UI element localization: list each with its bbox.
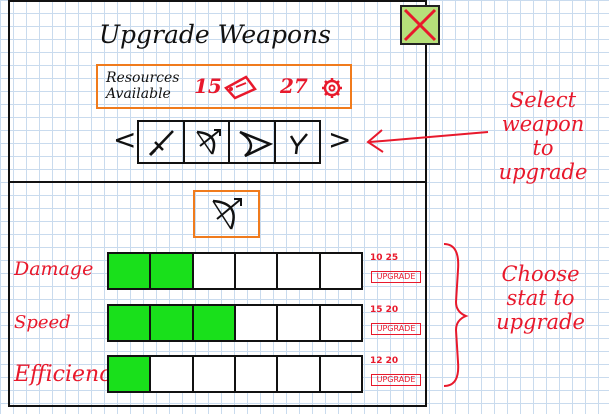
page-title: Upgrade Weapons [98, 20, 332, 49]
stat-cell [235, 254, 279, 288]
stat-bar-efficiency [107, 355, 363, 393]
upgrade-cost-speed: 15 20 [370, 305, 399, 315]
upgrade-button-efficiency[interactable]: UPGRADE [371, 374, 421, 386]
boomerang-icon [239, 130, 273, 158]
section-divider [8, 181, 427, 183]
stat-cell [235, 357, 279, 391]
stat-cell [278, 357, 321, 391]
weapon-slot-slingshot[interactable] [276, 122, 320, 162]
resources-label-line1: Resources [106, 70, 180, 86]
upgrade-button-speed[interactable]: UPGRADE [371, 323, 421, 335]
stat-label-efficiency: Efficiency [14, 362, 124, 387]
stat-cell [320, 254, 361, 288]
annotation-line: stat to [506, 286, 575, 310]
stat-cell [151, 254, 194, 288]
gear-icon [322, 78, 342, 98]
weapon-slot-bow[interactable] [185, 122, 230, 162]
stat-cell [320, 306, 361, 340]
annotation-arrow [366, 129, 489, 153]
stat-cell [193, 254, 236, 288]
close-button[interactable] [400, 5, 440, 45]
annotation-select-weapon: Select weapon to upgrade [488, 88, 598, 184]
stat-cell [151, 357, 194, 391]
annotation-line: upgrade [496, 310, 585, 334]
resources-label: Resources Available [106, 70, 186, 102]
selected-weapon-frame [193, 190, 260, 238]
ticket-icon [224, 75, 257, 100]
stat-cell [151, 306, 194, 340]
annotation-line: Choose [501, 262, 580, 286]
annotation-line: to [532, 136, 554, 160]
resources-label-line2: Available [106, 86, 171, 102]
upgrade-cost-efficiency: 12 20 [370, 356, 399, 366]
upgrade-panel [8, 0, 427, 407]
ticket-count: 15 [194, 74, 222, 98]
stat-label-speed: Speed [14, 312, 71, 333]
weapon-slot-sword[interactable] [139, 122, 185, 162]
stat-label-damage: Damage [14, 258, 94, 280]
stat-bar-speed [107, 304, 363, 342]
stat-cell [278, 306, 321, 340]
slingshot-icon [289, 133, 308, 155]
upgrade-cost-damage: 10 25 [370, 253, 399, 263]
weapon-slot-boomerang[interactable] [230, 122, 276, 162]
annotation-line: upgrade [498, 160, 588, 184]
stat-bar-damage [107, 252, 363, 290]
gear-count: 27 [280, 74, 308, 98]
weapon-selector [137, 120, 321, 164]
annotation-brace [443, 243, 469, 387]
stat-cell [109, 306, 152, 340]
stat-cell [193, 306, 236, 340]
sword-icon [148, 130, 174, 157]
stat-cell [193, 357, 236, 391]
stat-cell [109, 254, 152, 288]
stat-cell [109, 357, 152, 391]
resources-box: Resources Available 15 27 [96, 64, 352, 109]
stat-cell [278, 254, 321, 288]
annotation-line: weapon [501, 112, 585, 136]
annotation-line: Select [509, 88, 577, 112]
close-icon [403, 8, 437, 42]
bow-icon [195, 129, 221, 155]
annotation-choose-stat: Choose stat to upgrade [478, 262, 603, 334]
bow-icon [212, 198, 242, 230]
prev-weapon-button[interactable]: < [113, 123, 137, 156]
stat-cell [320, 357, 361, 391]
next-weapon-button[interactable]: > [328, 123, 352, 156]
upgrade-button-damage[interactable]: UPGRADE [371, 271, 421, 283]
stat-cell [235, 306, 279, 340]
